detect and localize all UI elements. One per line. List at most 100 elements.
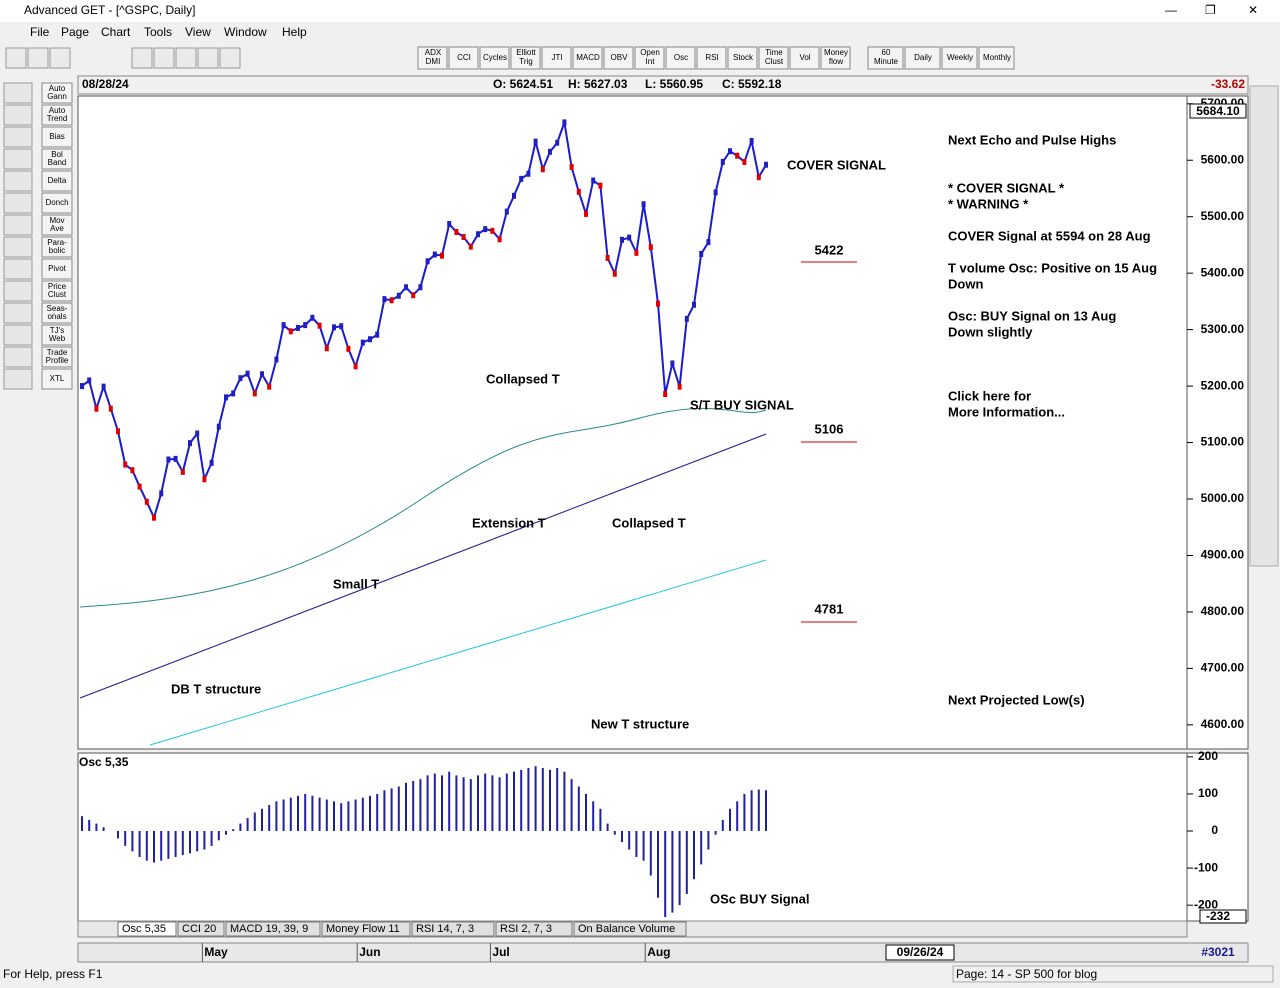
toolbar-label[interactable]: RSI [705,53,718,62]
left-label[interactable]: Para- [47,238,67,247]
left-label[interactable]: TJ's [50,326,64,335]
left-button[interactable] [41,302,73,324]
menu-item[interactable]: Chart [101,25,131,39]
left-button[interactable] [41,126,73,148]
side-text[interactable]: Click here for [948,388,1031,403]
left-label[interactable]: Price [48,282,67,291]
left-button[interactable] [41,236,73,258]
left-icon[interactable] [3,148,33,170]
toolbar-button[interactable] [941,46,978,70]
left-label[interactable]: Donch [45,198,68,207]
left-label[interactable]: Trend [47,114,68,123]
toolbar-label[interactable]: Money [824,48,848,57]
left-icon[interactable] [3,236,33,258]
tool-icon[interactable] [219,47,241,69]
tab[interactable] [177,921,225,937]
toolbar-label[interactable]: Daily [914,53,932,62]
toolbar-label[interactable]: 60 [882,48,891,57]
toolbar-button[interactable] [904,46,941,70]
toolbar-button[interactable] [696,46,727,70]
tab-label[interactable]: On Balance Volume [578,923,675,935]
left-label[interactable]: Web [49,334,66,343]
tab-label[interactable]: CCI 20 [182,923,216,935]
maximize[interactable]: ❐ [1205,3,1216,17]
left-button[interactable] [41,346,73,368]
left-icon[interactable] [3,324,33,346]
left-icon[interactable] [3,82,33,104]
left-label[interactable]: Profile [46,356,69,365]
toolbar-button[interactable] [448,46,479,70]
menu-item[interactable]: View [185,25,211,39]
toolbar-label[interactable]: flow [829,57,843,66]
toolbar-label[interactable]: Elliott [516,48,536,57]
tab-label[interactable]: Money Flow 11 [326,923,400,935]
toolbar-label[interactable]: Monthly [983,53,1011,62]
tab[interactable] [495,921,573,937]
side-text[interactable]: More Information... [948,404,1065,419]
tool-icon[interactable] [197,47,219,69]
tool-icon[interactable] [5,47,27,69]
toolbar-label[interactable]: MACD [576,53,600,62]
close[interactable]: ✕ [1248,3,1258,17]
toolbar-button[interactable] [479,46,510,70]
tool-icon[interactable] [49,47,71,69]
left-button[interactable] [41,148,73,170]
left-label[interactable]: Pivot [48,264,67,273]
left-button[interactable] [41,258,73,280]
left-icon[interactable] [3,258,33,280]
toolbar-button[interactable] [603,46,634,70]
left-label[interactable]: Gann [47,92,67,101]
tab-label[interactable]: RSI 2, 7, 3 [500,923,552,935]
left-icon[interactable] [3,214,33,236]
left-label[interactable]: Band [48,158,67,167]
left-label[interactable]: Delta [48,176,67,185]
toolbar-label[interactable]: Minute [874,57,899,66]
left-button[interactable] [41,280,73,302]
toolbar-label[interactable]: Osc [674,53,688,62]
toolbar-button[interactable] [417,46,448,70]
left-button[interactable] [41,170,73,192]
toolbar-label[interactable]: ADX [425,48,442,57]
toolbar-button[interactable] [978,46,1015,70]
left-label[interactable]: onals [47,312,66,321]
left-button[interactable] [41,368,73,390]
left-label[interactable]: Seas- [47,304,68,313]
toolbar-button[interactable] [867,46,904,70]
left-icon[interactable] [3,192,33,214]
toolbar-label[interactable]: Weekly [947,53,973,62]
tool-icon[interactable] [175,47,197,69]
minimize[interactable]: — [1165,3,1177,17]
menu-item[interactable]: Page [61,25,89,39]
toolbar-label[interactable]: Clust [765,57,784,66]
left-label[interactable]: Bol [51,150,63,159]
toolbar-label[interactable]: Trig [519,57,532,66]
left-label[interactable]: Trade [47,348,68,357]
left-label[interactable]: Clust [48,290,67,299]
toolbar-label[interactable]: Open [640,48,660,57]
left-label[interactable]: Mov [49,216,64,225]
left-icon[interactable] [3,346,33,368]
menu-item[interactable]: Help [282,25,307,39]
tab-label[interactable]: RSI 14, 7, 3 [416,923,474,935]
tool-icon[interactable] [131,47,153,69]
left-label[interactable]: Bias [49,132,65,141]
toolbar-label[interactable]: OBV [611,53,629,62]
toolbar-button[interactable] [510,46,541,70]
toolbar-button[interactable] [665,46,696,70]
tab[interactable] [321,921,411,937]
left-icon[interactable] [3,170,33,192]
toolbar-label[interactable]: DMI [426,57,441,66]
toolbar-label[interactable]: Cycles [483,53,507,62]
tab[interactable] [573,921,687,937]
tab-label[interactable]: Osc 5,35 [122,923,166,935]
toolbar-label[interactable]: Stock [733,53,754,62]
menu-item[interactable]: Tools [144,25,172,39]
left-button[interactable] [41,214,73,236]
left-label[interactable]: Auto [49,106,66,115]
left-label[interactable]: Auto [49,84,66,93]
toolbar-label[interactable]: Time [765,48,783,57]
left-icon[interactable] [3,280,33,302]
toolbar-label[interactable]: CCI [457,53,471,62]
toolbar-label[interactable]: Int [646,57,656,66]
left-button[interactable] [41,324,73,346]
